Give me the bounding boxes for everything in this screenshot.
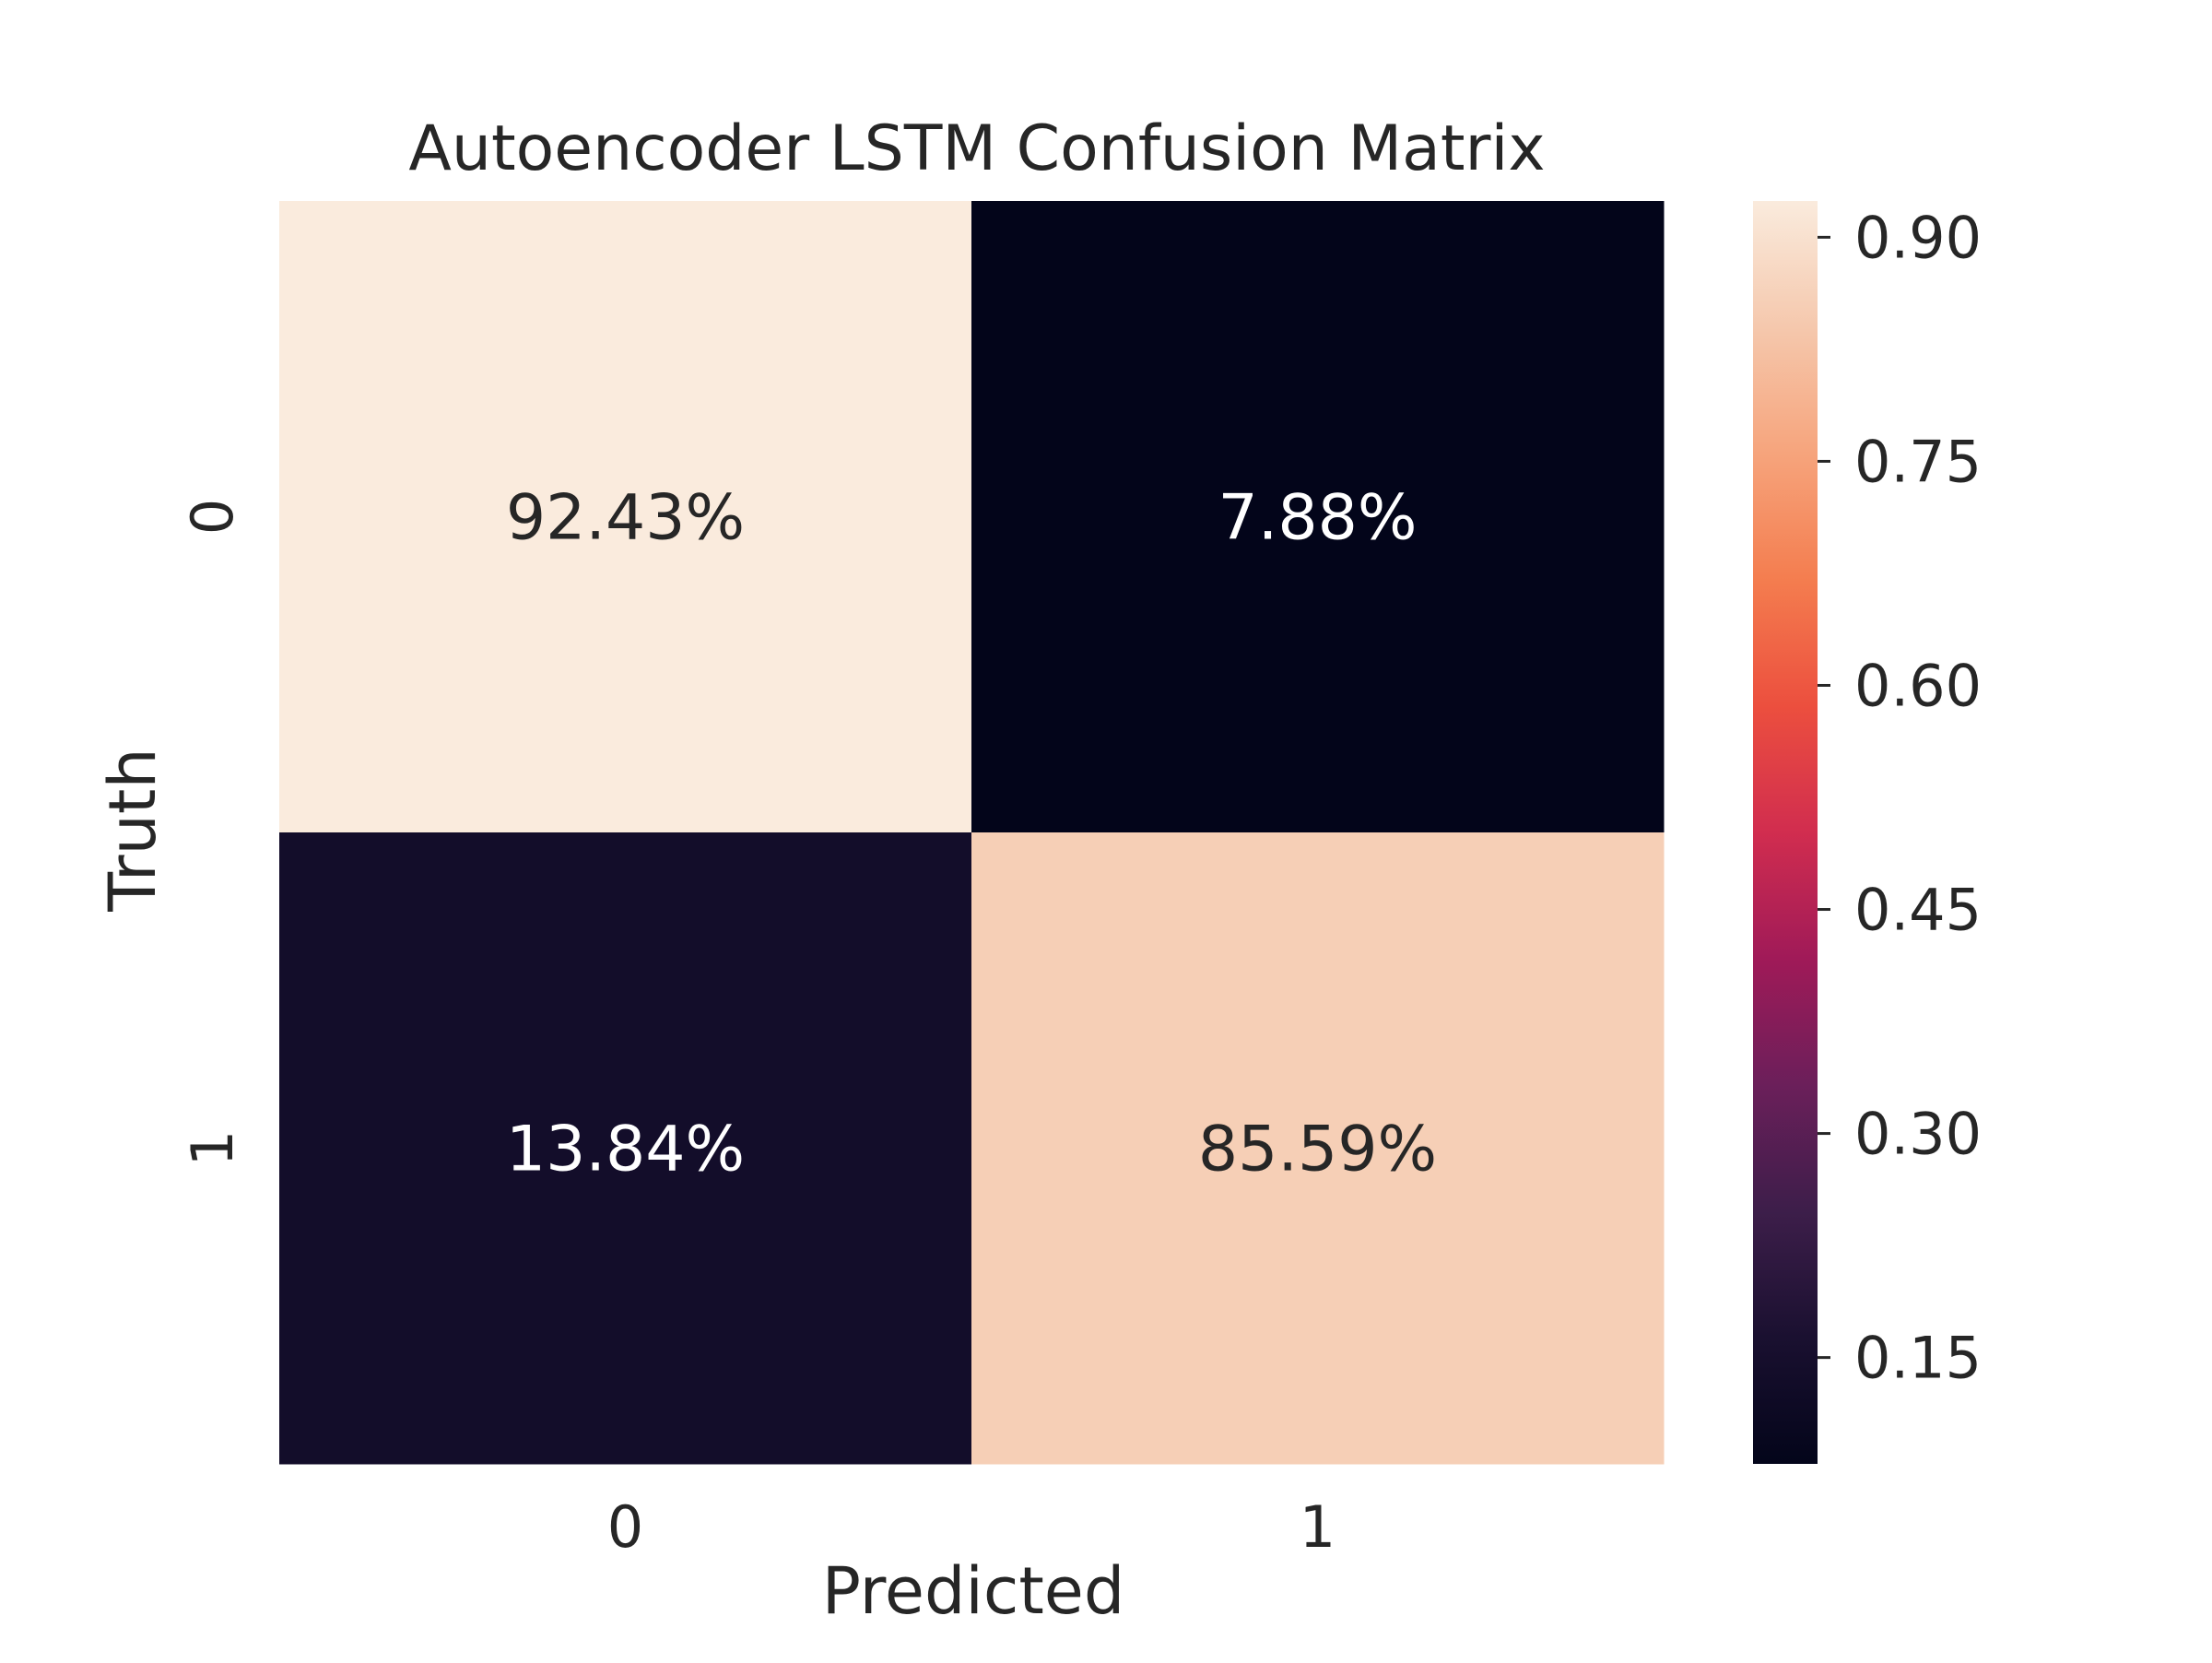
colorbar-tick-label: 0.15 <box>1854 1325 1982 1392</box>
colorbar-tick-label: 0.90 <box>1854 204 1982 271</box>
colorbar-ticks: 0.15 0.30 0.45 0.60 0.75 0.90 <box>1818 204 1982 1392</box>
y-tick-labels: 01 <box>179 499 246 1166</box>
colorbar-tick-label: 0.75 <box>1854 428 1982 495</box>
heatmap-cell-r0-c0 <box>279 201 972 833</box>
heatmap-cells <box>279 201 1665 1465</box>
colorbar-tick-label: 0.30 <box>1854 1101 1982 1168</box>
heatmap-cell-r1-c1 <box>971 832 1665 1465</box>
heatmap-cell-r0-c1 <box>971 201 1665 833</box>
colorbar-tick-label: 0.45 <box>1854 877 1982 944</box>
colorbar <box>1753 201 1818 1464</box>
cell-value-label: 92.43% <box>506 482 745 555</box>
colorbar-tick-label: 0.60 <box>1854 652 1982 719</box>
heatmap-cell-labels: 92.43% 7.88% 13.84% 85.59% <box>506 482 1437 1186</box>
cell-value-label: 7.88% <box>1218 482 1417 555</box>
x-tick-label: 0 <box>607 1493 643 1561</box>
cell-value-label: 85.59% <box>1198 1114 1437 1186</box>
y-tick-label: 0 <box>179 499 246 535</box>
chart-title: Autoencoder LSTM Confusion Matrix <box>408 112 1545 185</box>
cell-value-label: 13.84% <box>506 1114 745 1186</box>
y-axis-label: Truth <box>95 748 171 912</box>
y-tick-label: 1 <box>179 1130 246 1166</box>
x-axis-label: Predicted <box>822 1553 1125 1629</box>
x-tick-label: 1 <box>1300 1493 1335 1561</box>
heatmap-cell-r1-c0 <box>279 832 972 1465</box>
